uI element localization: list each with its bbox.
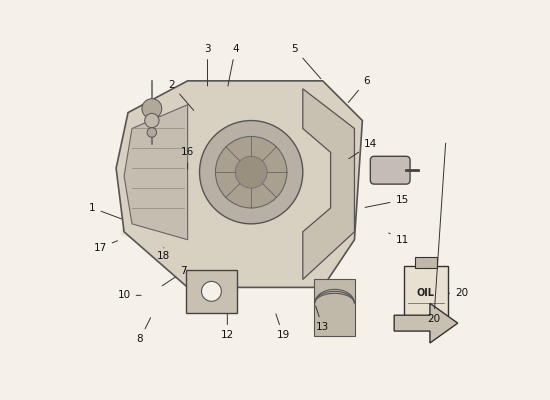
Text: 17: 17 <box>94 241 118 253</box>
Circle shape <box>201 282 222 301</box>
Text: 1: 1 <box>89 203 122 219</box>
Text: 14: 14 <box>349 139 377 159</box>
Circle shape <box>142 99 162 118</box>
Polygon shape <box>303 89 354 280</box>
Text: 19: 19 <box>276 314 289 340</box>
Text: OIL: OIL <box>417 288 435 298</box>
Text: 18: 18 <box>157 248 170 261</box>
Polygon shape <box>116 81 362 287</box>
Text: 20: 20 <box>449 288 468 298</box>
Polygon shape <box>124 105 188 240</box>
Circle shape <box>200 120 303 224</box>
Text: europ: europ <box>148 111 249 186</box>
Text: 15: 15 <box>365 195 409 207</box>
Polygon shape <box>394 303 458 343</box>
Text: 3: 3 <box>204 44 211 86</box>
FancyBboxPatch shape <box>370 156 410 184</box>
Text: 20: 20 <box>427 143 446 324</box>
Text: 12: 12 <box>221 314 234 340</box>
Text: 2: 2 <box>168 80 194 110</box>
Text: 5: 5 <box>292 44 321 79</box>
FancyBboxPatch shape <box>404 266 448 321</box>
Text: 7: 7 <box>162 266 187 286</box>
Text: since 1985: since 1985 <box>227 151 354 236</box>
Circle shape <box>235 156 267 188</box>
Circle shape <box>147 128 157 137</box>
Text: a passion: a passion <box>116 216 250 284</box>
Circle shape <box>216 136 287 208</box>
Text: 8: 8 <box>136 318 151 344</box>
Text: 11: 11 <box>389 233 409 245</box>
Text: 13: 13 <box>316 306 329 332</box>
Circle shape <box>145 114 159 128</box>
Text: 10: 10 <box>118 290 141 300</box>
Text: 4: 4 <box>228 44 239 86</box>
FancyBboxPatch shape <box>415 257 437 268</box>
Text: 16: 16 <box>181 147 194 170</box>
Text: 6: 6 <box>348 76 370 102</box>
FancyBboxPatch shape <box>186 270 237 313</box>
FancyBboxPatch shape <box>314 279 355 336</box>
